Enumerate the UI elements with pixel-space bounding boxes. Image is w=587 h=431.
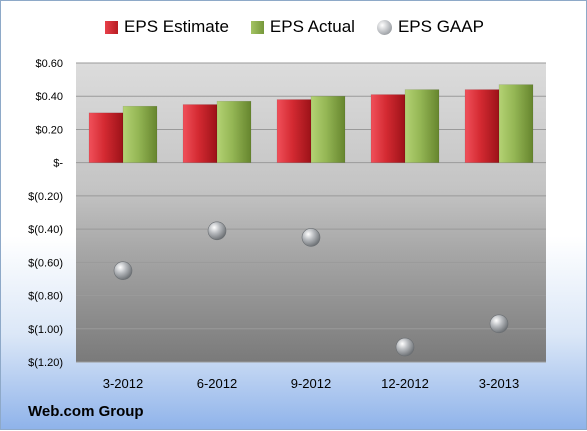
bar-eps-estimate (276, 99, 312, 163)
bars (88, 84, 534, 163)
y-tick-label: $0.20 (35, 124, 63, 136)
bar-eps-actual (404, 89, 440, 163)
y-axis: $0.60 $0.40 $0.20 $- $(0.20) $(0.40) $(0.60) $(… (28, 58, 63, 369)
point-eps-gaap (489, 314, 509, 334)
legend-swatch-eps-actual (250, 20, 264, 34)
y-tick-label: $0.40 (35, 91, 63, 103)
bar-eps-actual (310, 95, 346, 163)
bar-eps-actual (498, 84, 534, 163)
y-tick-label: $0.60 (35, 58, 63, 70)
y-tick-label: $(1.00) (28, 324, 63, 336)
bar-eps-actual (216, 100, 252, 163)
bar-eps-estimate (370, 94, 406, 163)
x-axis: 3-2012 6-2012 9-2012 12-2012 3-2013 (103, 376, 519, 391)
legend-swatch-eps-gaap (376, 19, 392, 35)
bar-eps-estimate (88, 112, 124, 163)
bar-eps-estimate (464, 89, 500, 163)
point-eps-gaap (207, 221, 227, 241)
x-tick-label: 3-2012 (103, 376, 143, 391)
y-tick-label: $(1.20) (28, 357, 63, 369)
y-tick-label: $(0.20) (28, 191, 63, 203)
x-tick-label: 6-2012 (197, 376, 237, 391)
legend-item-eps-gaap: EPS GAAP (376, 17, 484, 37)
gaap-points (113, 221, 509, 357)
legend-swatch-eps-estimate (105, 20, 119, 34)
y-tick-label: $(0.60) (28, 257, 63, 269)
source-label: Web.com Group (28, 403, 144, 420)
legend-item-eps-estimate: EPS Estimate (105, 17, 229, 37)
y-tick-label: $- (53, 158, 63, 170)
point-eps-gaap (113, 261, 133, 280)
legend-item-eps-actual: EPS Actual (250, 17, 355, 37)
legend-label-eps-actual: EPS Actual (269, 17, 355, 36)
x-tick-label: 3-2013 (479, 376, 519, 391)
x-tick-label: 9-2012 (291, 376, 331, 391)
y-tick-label: $(0.80) (28, 291, 63, 303)
point-eps-gaap (301, 228, 321, 247)
legend-label-eps-estimate: EPS Estimate (124, 17, 229, 36)
y-tick-label: $(0.40) (28, 224, 63, 236)
gridlines (76, 62, 546, 363)
bar-eps-actual (122, 105, 158, 163)
legend: EPS Estimate EPS Actual EPS GAAP (1, 17, 587, 37)
bar-eps-estimate (182, 104, 218, 163)
legend-label-eps-gaap: EPS GAAP (397, 17, 484, 36)
point-eps-gaap (395, 337, 415, 357)
x-tick-label: 12-2012 (381, 376, 429, 391)
